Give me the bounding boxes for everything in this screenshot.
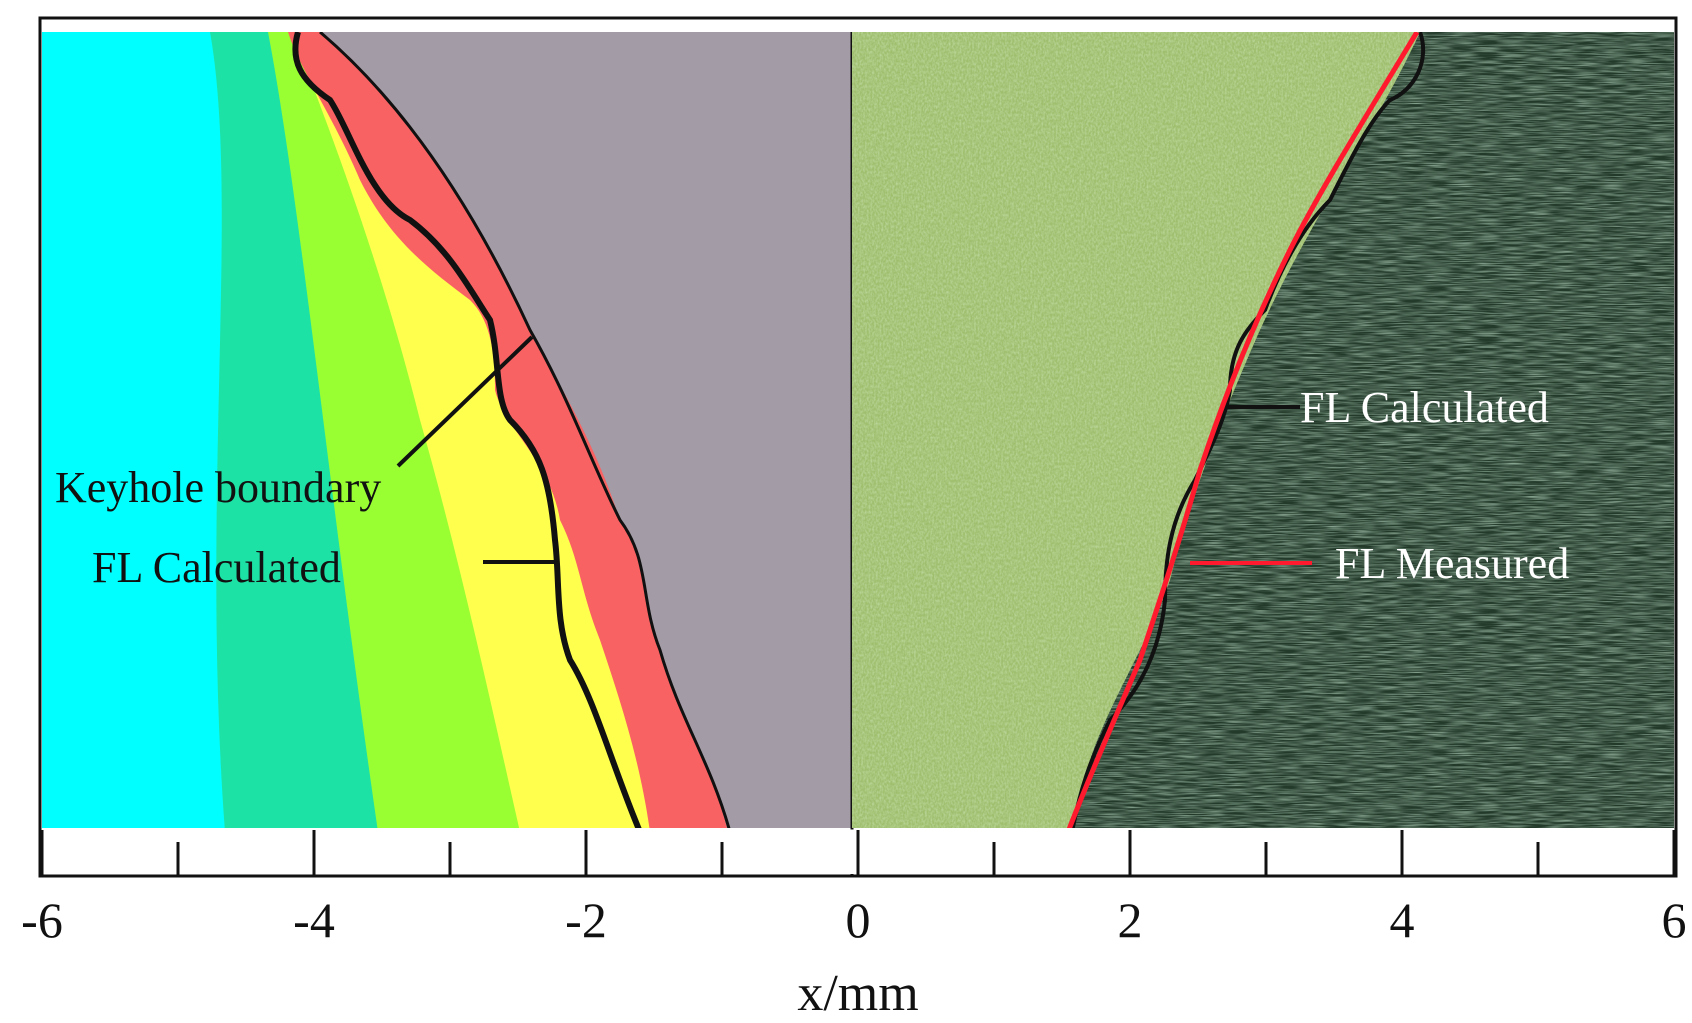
fl-measured-label: FL Measured bbox=[1335, 539, 1569, 588]
tick-label: -2 bbox=[565, 892, 607, 948]
tick-label: 0 bbox=[846, 892, 871, 948]
fl-calculated-line-left bbox=[292, 32, 642, 828]
tick-label: -6 bbox=[21, 892, 63, 948]
tick-label: -4 bbox=[293, 892, 335, 948]
fl-calculated-label-left: FL Calculated bbox=[92, 543, 341, 592]
tick-label: 6 bbox=[1662, 892, 1687, 948]
axis-tick-labels: -6 -4 -2 0 2 4 6 bbox=[21, 892, 1686, 948]
x-axis-label: x/mm bbox=[797, 965, 918, 1022]
tick-label: 4 bbox=[1390, 892, 1415, 948]
keyhole-boundary-label: Keyhole boundary bbox=[55, 463, 381, 512]
axis-ticks bbox=[40, 830, 1676, 876]
micrograph-light-texture bbox=[852, 32, 1420, 828]
tick-label: 2 bbox=[1118, 892, 1143, 948]
fl-measured-line bbox=[1066, 32, 1420, 828]
region-keyhole-gray bbox=[320, 32, 852, 828]
fl-calculated-label-right: FL Calculated bbox=[1300, 383, 1549, 432]
right-panel bbox=[852, 32, 1674, 828]
keyhole-boundary-leader bbox=[396, 335, 534, 468]
keyhole-boundary-outline bbox=[319, 32, 731, 828]
left-panel bbox=[42, 32, 852, 828]
